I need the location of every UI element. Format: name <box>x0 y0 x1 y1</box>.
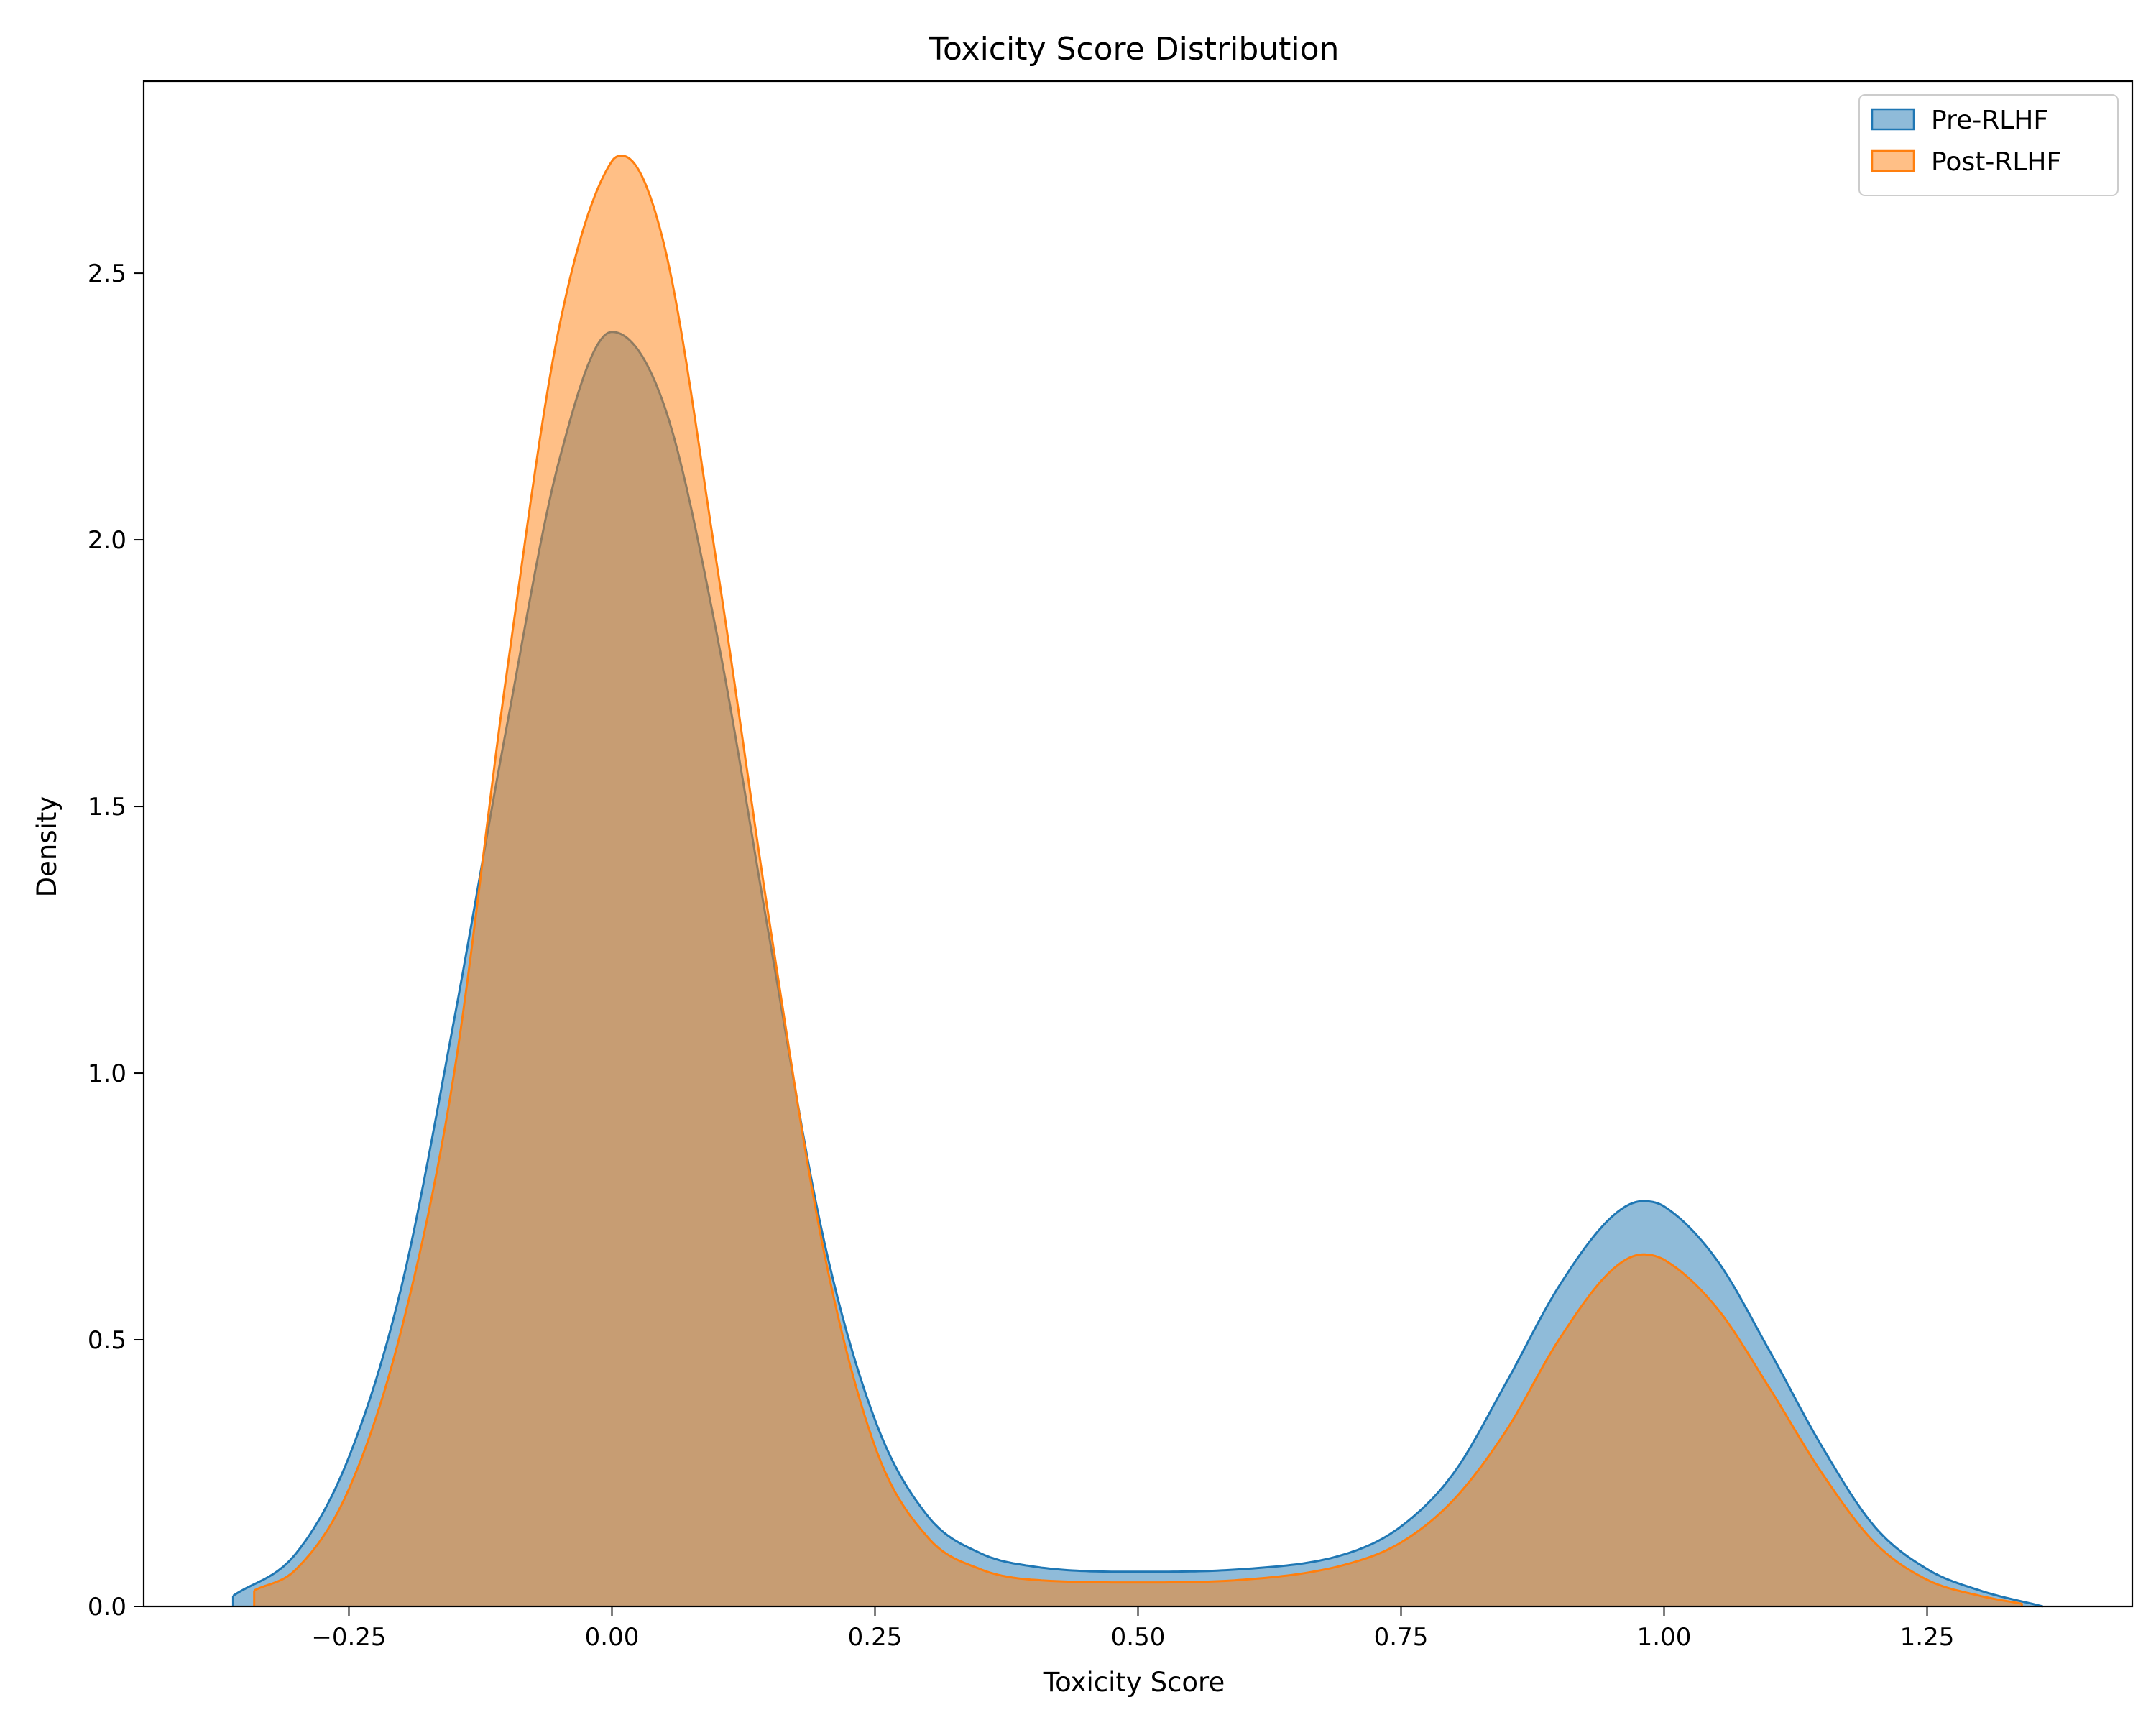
y-tick-label: 0.0 <box>88 1593 126 1622</box>
x-axis-label: Toxicity Score <box>1043 1667 1225 1698</box>
x-axis: −0.25 0.00 0.25 0.50 0.75 1.00 1.25 <box>311 1606 1954 1652</box>
y-tick-label: 2.0 <box>88 526 126 555</box>
plot-area <box>231 155 2043 1608</box>
x-tick-label: 0.50 <box>1111 1623 1166 1652</box>
x-tick-label: 0.25 <box>848 1623 903 1652</box>
x-tick-label: 1.00 <box>1637 1623 1692 1652</box>
y-tick-label: 0.5 <box>88 1326 126 1355</box>
y-tick-label: 1.5 <box>88 793 126 822</box>
x-tick-label: 0.75 <box>1374 1623 1429 1652</box>
series-post-rlhf-line <box>253 155 2023 1606</box>
chart-title: Toxicity Score Distribution <box>929 31 1340 68</box>
legend-swatch-pre-rlhf <box>1871 108 1915 131</box>
legend: Pre-RLHF Post-RLHF <box>1858 94 2119 196</box>
legend-box <box>1858 94 2119 196</box>
x-tick-label: −0.25 <box>311 1623 386 1652</box>
y-tick-label: 1.0 <box>88 1059 126 1088</box>
legend-label-pre-rlhf: Pre-RLHF <box>1931 106 2048 135</box>
y-tick-label: 2.5 <box>88 259 126 288</box>
series-post-rlhf-area <box>254 155 2022 1606</box>
x-tick-label: 0.00 <box>585 1623 640 1652</box>
legend-label-post-rlhf: Post-RLHF <box>1931 147 2061 177</box>
y-axis: 0.0 0.5 1.0 1.5 2.0 2.5 <box>88 259 144 1622</box>
y-axis-label: Density <box>32 796 63 898</box>
legend-swatch-post-rlhf <box>1871 150 1915 172</box>
x-tick-label: 1.25 <box>1900 1623 1955 1652</box>
